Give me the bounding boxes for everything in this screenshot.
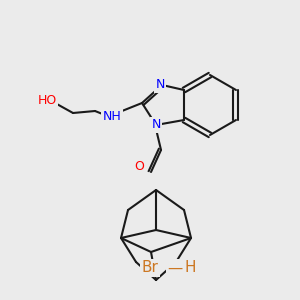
- Text: HO: HO: [38, 94, 57, 107]
- Text: O: O: [134, 160, 144, 173]
- Text: N: N: [151, 118, 161, 131]
- Text: N: N: [155, 79, 165, 92]
- Text: H: H: [184, 260, 196, 275]
- Text: —: —: [167, 260, 183, 275]
- Text: NH: NH: [103, 110, 122, 122]
- Text: Br: Br: [142, 260, 158, 275]
